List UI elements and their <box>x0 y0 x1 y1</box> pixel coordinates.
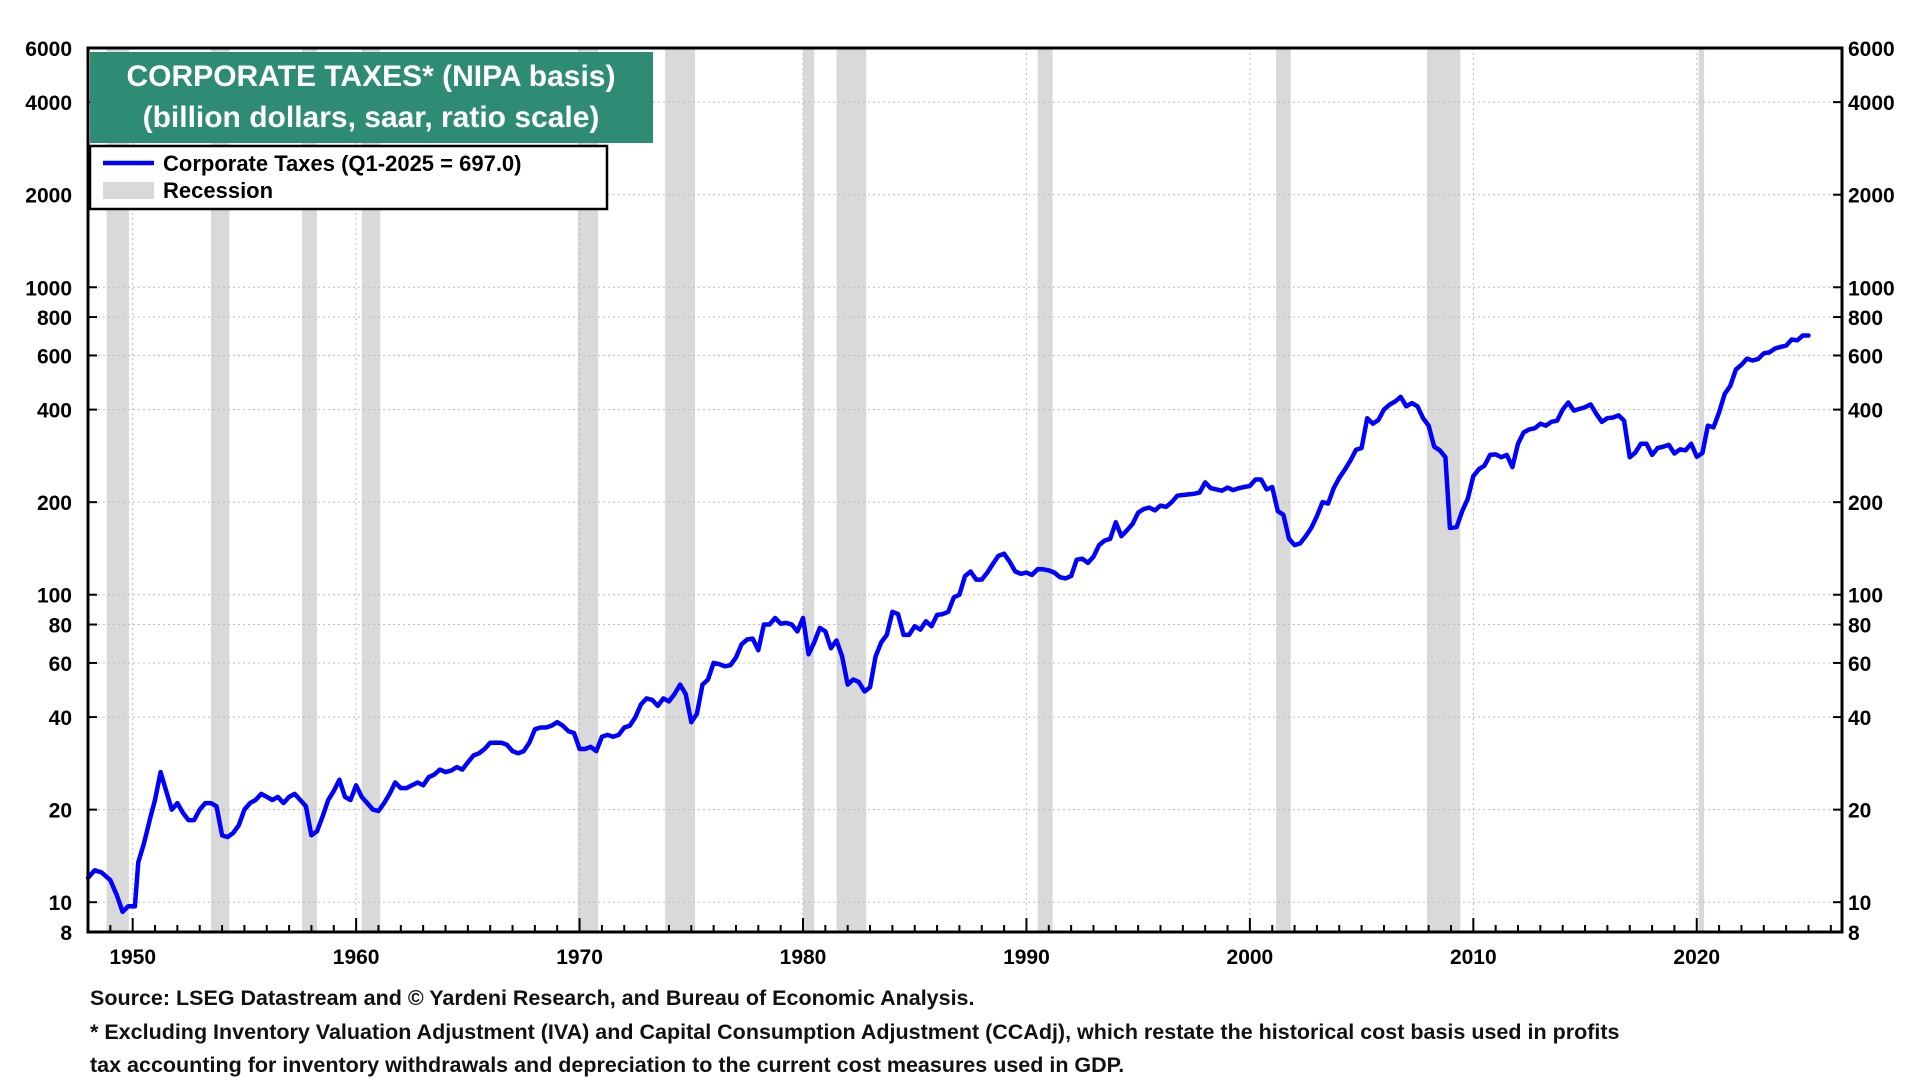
y-tick-label-right-200: 200 <box>1848 492 1883 515</box>
legend: Corporate Taxes (Q1-2025 = 697.0) Recess… <box>88 144 609 211</box>
y-tick-label-left-2000: 2000 <box>25 185 72 208</box>
y-tick-label-right-1000: 1000 <box>1848 277 1895 300</box>
legend-label-corporate-taxes: Corporate Taxes (Q1-2025 = 697.0) <box>163 151 522 176</box>
y-tick-label-right-6000: 6000 <box>1848 38 1895 61</box>
recession-band-7 <box>836 48 867 932</box>
x-tick-label-1970: 1970 <box>556 946 603 969</box>
x-tick-label-1980: 1980 <box>780 946 827 969</box>
x-tick-label-1950: 1950 <box>109 946 156 969</box>
title-background <box>90 52 653 143</box>
y-tick-label-right-4000: 4000 <box>1848 92 1895 115</box>
y-tick-label-right-100: 100 <box>1848 585 1883 608</box>
recession-band-1 <box>210 48 230 932</box>
y-tick-label-left-40: 40 <box>49 707 72 730</box>
y-tick-label-right-20: 20 <box>1848 800 1871 823</box>
y-tick-label-right-800: 800 <box>1848 307 1883 330</box>
footnote-line-2: tax accounting for inventory withdrawals… <box>90 1053 1125 1077</box>
x-tick-label-1990: 1990 <box>1003 946 1050 969</box>
recession-band-9 <box>1276 48 1291 932</box>
recession-band-11 <box>1698 48 1705 932</box>
x-tick-label-2010: 2010 <box>1450 946 1497 969</box>
chart-title-line-2: (billion dollars, saar, ratio scale) <box>143 101 600 134</box>
y-tick-label-right-600: 600 <box>1848 345 1883 368</box>
y-tick-label-right-10: 10 <box>1848 892 1871 915</box>
y-tick-label-left-6000: 6000 <box>25 38 72 61</box>
y-tick-label-left-600: 600 <box>37 345 72 368</box>
chart-title-line-1: CORPORATE TAXES* (NIPA basis) <box>127 60 616 93</box>
recession-band-6 <box>803 48 815 932</box>
plot-frame <box>86 46 1844 934</box>
y-tick-label-right-8: 8 <box>1848 922 1860 945</box>
y-tick-label-right-400: 400 <box>1848 400 1883 423</box>
y-tick-label-left-80: 80 <box>49 615 72 638</box>
series-line-corporate-taxes <box>85 333 1811 915</box>
x-tick-label-2020: 2020 <box>1673 946 1720 969</box>
recession-band-8 <box>1037 48 1053 932</box>
legend-label-recession: Recession <box>163 178 273 203</box>
y-tick-label-left-400: 400 <box>37 400 72 423</box>
legend-recession-swatch <box>103 182 154 199</box>
legend-box <box>88 144 609 211</box>
recession-band-4 <box>577 48 599 932</box>
y-tick-label-left-800: 800 <box>37 307 72 330</box>
y-tick-label-left-200: 200 <box>37 492 72 515</box>
x-tick-label-1960: 1960 <box>333 946 380 969</box>
y-tick-label-left-10: 10 <box>49 892 72 915</box>
y-tick-label-left-1000: 1000 <box>25 277 72 300</box>
y-tick-label-left-4000: 4000 <box>25 92 72 115</box>
y-tick-label-left-20: 20 <box>49 800 72 823</box>
y-tick-label-right-60: 60 <box>1848 653 1871 676</box>
x-tick-label-2000: 2000 <box>1227 946 1274 969</box>
title-box: CORPORATE TAXES* (NIPA basis) (billion d… <box>90 52 653 143</box>
recession-band-10 <box>1426 48 1461 932</box>
footnote-line-1: * Excluding Inventory Valuation Adjustme… <box>90 1020 1620 1044</box>
recession-band-3 <box>361 48 381 932</box>
recession-band-5 <box>665 48 696 932</box>
recession-band-0 <box>106 48 129 932</box>
y-tick-label-right-2000: 2000 <box>1848 185 1895 208</box>
source-note: Source: LSEG Datastream and © Yardeni Re… <box>90 986 975 1010</box>
y-tick-label-left-60: 60 <box>49 653 72 676</box>
y-tick-label-right-80: 80 <box>1848 615 1871 638</box>
y-tick-label-left-100: 100 <box>37 585 72 608</box>
recession-band-2 <box>302 48 318 932</box>
y-tick-label-right-40: 40 <box>1848 707 1871 730</box>
recession-bands <box>106 48 1705 932</box>
y-tick-label-left-8: 8 <box>60 922 72 945</box>
gridlines <box>88 48 1842 932</box>
